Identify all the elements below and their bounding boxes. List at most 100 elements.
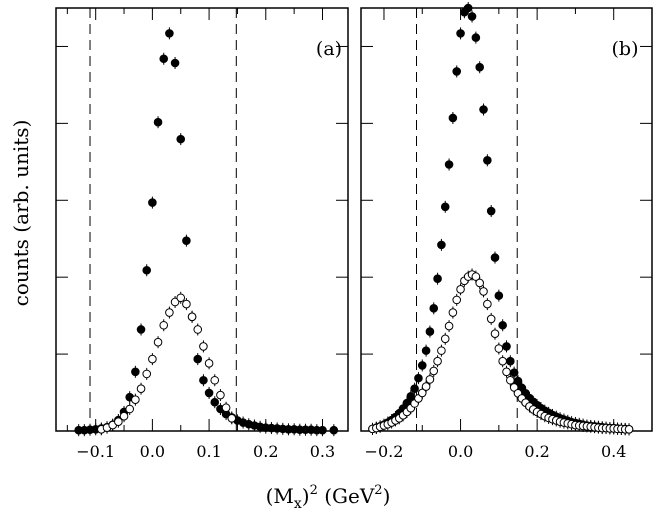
x-axis-title-unit-open: (GeV — [318, 484, 375, 508]
filled-data-point — [318, 425, 327, 435]
filled-data-point — [471, 33, 481, 42]
open-data-point — [506, 375, 515, 385]
x-axis-title-unit-sup: 2 — [374, 483, 382, 498]
filled-data-point — [494, 291, 504, 300]
open-data-point — [114, 417, 123, 426]
filled-data-point — [410, 384, 419, 394]
open-data-point — [448, 308, 458, 317]
filled-data-point — [406, 392, 416, 401]
open-data-point — [421, 382, 431, 391]
filled-data-point — [490, 253, 500, 262]
open-data-point — [159, 320, 169, 330]
open-data-point — [182, 299, 191, 309]
open-data-point — [227, 414, 237, 423]
x-tick-label: 0.1 — [196, 442, 221, 461]
x-tick-label: −0.1 — [76, 442, 115, 461]
filled-data-point — [176, 134, 186, 144]
open-data-point — [490, 329, 500, 339]
open-data-point — [429, 366, 439, 376]
open-data-point — [456, 284, 465, 294]
filled-data-point — [204, 388, 214, 398]
open-data-point — [125, 404, 135, 414]
plot-frame — [360, 7, 653, 432]
open-data-point — [136, 384, 146, 394]
open-data-point — [142, 369, 152, 379]
filled-data-point — [452, 67, 462, 76]
filled-data-point — [165, 29, 174, 38]
open-data-point — [502, 367, 511, 377]
x-axis-title: (Mx)2 (GeV2) — [266, 483, 391, 512]
filled-data-point — [329, 425, 339, 435]
open-data-point — [498, 356, 507, 366]
filled-data-point — [463, 3, 473, 13]
open-data-point — [471, 272, 481, 281]
x-axis-title-sub: x — [294, 496, 302, 512]
panel-label: (b) — [612, 38, 639, 60]
open-data-point — [176, 293, 186, 303]
x-axis-title-main: (M — [266, 484, 294, 508]
filled-data-point — [429, 304, 439, 313]
filled-data-point — [456, 29, 465, 38]
filled-data-point — [479, 105, 488, 114]
x-tick-label: 0.2 — [524, 442, 549, 461]
open-data-point — [165, 308, 174, 317]
filled-data-point — [421, 346, 431, 355]
open-data-point — [193, 325, 203, 334]
open-data-point — [187, 312, 197, 322]
filled-data-point — [509, 368, 519, 377]
open-data-point — [425, 375, 435, 384]
x-axis-title-sup: 2 — [310, 483, 318, 498]
open-data-point — [131, 395, 140, 404]
open-data-point — [433, 356, 442, 366]
open-data-point — [204, 359, 214, 368]
filled-data-point — [136, 325, 146, 334]
filled-data-point — [199, 375, 208, 385]
filled-data-point — [448, 113, 458, 123]
filled-data-point — [210, 397, 220, 407]
filled-data-point — [433, 274, 442, 284]
x-axis-title-paren: ) — [302, 484, 310, 508]
open-data-point — [199, 342, 208, 351]
filled-data-point — [437, 240, 446, 250]
filled-data-point — [483, 155, 492, 165]
open-data-point — [417, 388, 427, 398]
panel-label: (a) — [316, 38, 342, 60]
open-data-point — [479, 287, 488, 296]
open-data-point — [624, 425, 634, 434]
open-data-point — [148, 354, 157, 364]
open-data-point — [452, 295, 462, 305]
open-data-point — [437, 346, 446, 355]
filled-data-point — [506, 356, 515, 366]
open-data-point — [216, 390, 225, 400]
filled-data-point — [475, 62, 484, 72]
panel-b: −0.2 0.0 0.2 0.4 (b) — [360, 2, 653, 461]
filled-data-point — [502, 342, 511, 351]
open-data-point — [153, 337, 163, 347]
open-data-point — [483, 299, 492, 309]
open-data-point — [440, 334, 450, 344]
x-tick-label: 0.4 — [601, 442, 626, 461]
open-data-point — [119, 411, 129, 421]
filled-data-point — [467, 12, 477, 21]
open-data-point — [486, 314, 496, 324]
open-data-point — [221, 403, 231, 413]
filled-data-point — [193, 354, 203, 364]
filled-data-point — [159, 54, 169, 64]
filled-data-point — [440, 202, 450, 212]
filled-data-point — [486, 206, 496, 216]
panel-a: −0.1 0.0 0.1 0.2 0.3 (a) — [55, 7, 349, 461]
open-data-point — [170, 297, 180, 307]
x-tick-label: 0.3 — [310, 442, 335, 461]
filled-data-point — [148, 198, 157, 207]
filled-data-point — [153, 117, 163, 127]
x-axis-title-unit-close: ) — [383, 484, 391, 508]
filled-data-point — [131, 367, 140, 377]
x-tick-label: 0.0 — [448, 442, 473, 461]
filled-data-point — [142, 265, 152, 275]
filled-data-point — [498, 320, 507, 330]
filled-data-point — [425, 327, 435, 336]
filled-data-point — [417, 361, 427, 370]
open-data-point — [444, 321, 454, 331]
y-axis-title: counts (arb. units) — [9, 120, 33, 307]
